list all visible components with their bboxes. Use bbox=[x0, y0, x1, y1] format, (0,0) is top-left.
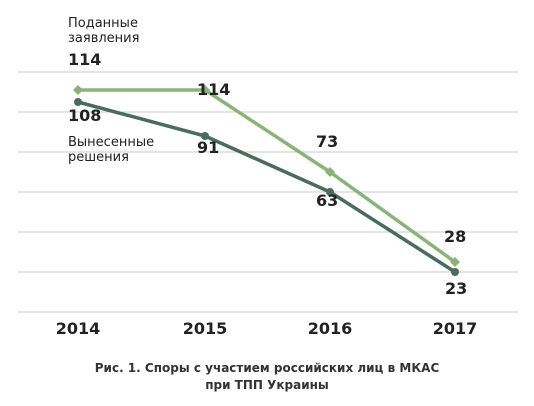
series-layer bbox=[73, 85, 460, 276]
point-s1-3 bbox=[451, 268, 459, 276]
series-name-0-line-0: Поданные bbox=[68, 16, 138, 31]
value-label-s0-3: 28 bbox=[444, 227, 466, 246]
value-label-s1-1: 91 bbox=[197, 138, 219, 157]
gridlines bbox=[18, 71, 518, 313]
value-label-s1-2: 63 bbox=[316, 191, 338, 210]
value-label-s0-1: 114 bbox=[197, 80, 230, 99]
point-s1-0 bbox=[74, 98, 82, 106]
x-tick-2016: 2016 bbox=[308, 319, 353, 338]
point-s0-3 bbox=[450, 257, 460, 267]
x-tick-2017: 2017 bbox=[433, 319, 478, 338]
series-line-1 bbox=[76, 100, 457, 274]
value-label-s1-0: 108 bbox=[68, 106, 101, 125]
point-s0-0 bbox=[73, 85, 83, 95]
value-label-s0-2: 73 bbox=[316, 132, 338, 151]
caption-line-2: при ТПП Украины bbox=[205, 378, 329, 392]
point-s0-1 bbox=[200, 85, 210, 95]
x-axis-ticks: 2014 2015 2016 2017 bbox=[56, 319, 478, 338]
x-tick-2015: 2015 bbox=[183, 319, 228, 338]
line-chart: 114 114 73 28 108 91 63 23 2014 2015 2016 2017 Под… bbox=[18, 16, 518, 338]
series-name-1-line-0: Вынесенные bbox=[68, 135, 154, 150]
value-label-s1-3: 23 bbox=[445, 279, 467, 298]
point-s1-2 bbox=[326, 188, 334, 196]
point-s0-2 bbox=[325, 167, 335, 177]
series-name-1-line-1: решения bbox=[68, 150, 129, 165]
value-label-s0-0: 114 bbox=[68, 50, 101, 69]
x-tick-2014: 2014 bbox=[56, 319, 101, 338]
point-s1-1 bbox=[201, 132, 209, 140]
series-line-0 bbox=[76, 88, 457, 264]
caption-line-1: Рис. 1. Споры с участием российских лиц … bbox=[94, 361, 440, 375]
chart-caption: Рис. 1. Споры с участием российских лиц … bbox=[0, 360, 534, 394]
value-labels: 114 114 73 28 108 91 63 23 bbox=[68, 50, 467, 298]
series-name-0-line-1: заявления bbox=[68, 31, 139, 46]
